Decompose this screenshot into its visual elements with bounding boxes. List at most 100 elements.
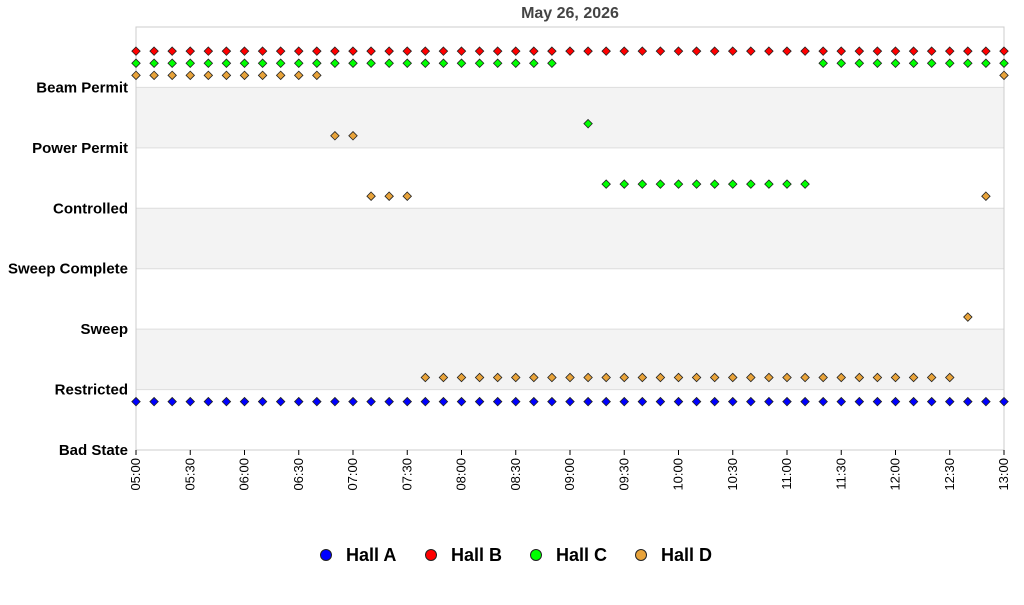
data-point-hall-b — [601, 46, 611, 56]
data-point-hall-b — [583, 46, 593, 56]
data-point-hall-c — [872, 58, 883, 69]
data-point-hall-d — [908, 372, 919, 383]
data-point-hall-d — [474, 372, 485, 383]
data-point-hall-b — [348, 46, 358, 56]
data-point-hall-d — [944, 372, 955, 383]
data-point-hall-c — [963, 58, 973, 69]
data-point-hall-b — [438, 46, 449, 56]
data-point-hall-a — [782, 396, 792, 407]
legend: Hall A Hall B Hall C Hall D — [320, 545, 712, 565]
data-point-hall-d — [438, 372, 449, 383]
data-point-hall-b — [366, 46, 376, 56]
data-point-hall-c — [890, 58, 901, 69]
data-point-hall-b — [908, 46, 919, 56]
data-point-hall-a — [981, 396, 991, 407]
data-point-hall-d — [565, 372, 575, 383]
data-point-hall-c — [926, 58, 937, 69]
row-band-beam-permit — [136, 27, 1004, 88]
row-band-sweep-complete — [136, 208, 1004, 269]
data-point-hall-b — [963, 46, 973, 56]
x-tick-label: 09:30 — [616, 458, 631, 491]
legend-marker-hall-b — [425, 549, 437, 561]
data-point-hall-c — [149, 58, 159, 69]
data-point-hall-d — [492, 372, 503, 383]
x-tick-label: 08:30 — [508, 458, 523, 491]
data-point-hall-c — [203, 58, 214, 69]
x-tick-label: 11:30 — [833, 458, 848, 490]
data-point-hall-d — [456, 372, 467, 383]
data-point-hall-d — [818, 372, 828, 383]
data-point-hall-c — [836, 58, 847, 69]
data-point-hall-a — [239, 396, 250, 407]
data-point-hall-b — [221, 46, 232, 56]
x-tick-label: 10:30 — [725, 458, 740, 491]
x-tick-label: 06:00 — [237, 458, 252, 491]
data-point-hall-a — [348, 396, 358, 407]
data-point-hall-d — [619, 372, 630, 383]
data-point-hall-d — [293, 70, 304, 81]
data-point-hall-a — [601, 396, 611, 407]
data-point-hall-c — [420, 58, 431, 69]
data-point-hall-a — [529, 396, 539, 407]
data-point-hall-b — [293, 46, 304, 56]
data-point-hall-c — [727, 179, 738, 189]
data-point-hall-d — [890, 372, 901, 383]
data-point-hall-a — [655, 396, 666, 407]
data-point-hall-b — [384, 46, 394, 56]
y-label-power-permit: Power Permit — [32, 140, 128, 157]
row-band-power-permit — [136, 87, 1004, 148]
data-point-hall-d — [312, 70, 322, 81]
data-point-hall-c — [275, 58, 286, 69]
data-point-hall-a — [402, 396, 413, 407]
data-point-hall-b — [131, 46, 141, 56]
data-point-hall-b — [275, 46, 286, 56]
data-point-hall-a — [257, 396, 268, 407]
data-point-hall-d — [655, 372, 666, 383]
data-point-hall-a — [185, 396, 196, 407]
data-point-hall-a — [167, 396, 177, 407]
data-point-hall-d — [673, 372, 684, 383]
data-point-hall-a — [366, 396, 376, 407]
data-point-hall-a — [709, 396, 720, 407]
data-point-hall-d — [257, 70, 268, 81]
data-point-hall-a — [456, 396, 467, 407]
data-point-hall-b — [456, 46, 467, 56]
data-point-hall-c — [944, 58, 955, 69]
data-point-hall-a — [149, 396, 159, 407]
y-axis-labels: Bad State Restricted Sweep Sweep Complete Co… — [8, 79, 128, 459]
data-point-hall-d — [529, 372, 539, 383]
y-label-controlled: Controlled — [53, 200, 128, 217]
data-point-hall-c — [456, 58, 467, 69]
data-point-hall-b — [239, 46, 250, 56]
data-point-hall-b — [420, 46, 431, 56]
data-point-hall-c — [981, 58, 991, 69]
data-point-hall-c — [257, 58, 268, 69]
data-point-hall-a — [438, 396, 449, 407]
x-axis-ticks: 05:00 05:30 06:00 06:30 07:00 07:30 08:00 08:30… — [128, 450, 1011, 491]
data-point-hall-d — [149, 70, 159, 81]
data-point-hall-d — [167, 70, 177, 81]
data-point-hall-d — [637, 372, 648, 383]
data-point-hall-d — [782, 372, 792, 383]
chart-title: May 26, 2026 — [521, 5, 619, 22]
data-point-hall-d — [836, 372, 847, 383]
data-point-hall-a — [510, 396, 521, 407]
data-point-hall-b — [746, 46, 756, 56]
y-label-restricted: Restricted — [55, 382, 128, 399]
legend-label-hall-d: Hall D — [661, 545, 712, 565]
data-point-hall-d — [330, 131, 340, 141]
data-point-hall-d — [402, 191, 413, 201]
data-point-hall-d — [981, 191, 991, 201]
data-point-hall-b — [926, 46, 937, 56]
x-tick-label: 09:00 — [562, 458, 577, 491]
data-point-hall-c — [637, 179, 648, 189]
data-point-hall-d — [800, 372, 810, 383]
data-point-hall-c — [402, 58, 413, 69]
data-point-hall-c — [221, 58, 232, 69]
data-point-hall-c — [800, 179, 810, 189]
data-point-hall-b — [890, 46, 901, 56]
data-point-hall-a — [420, 396, 431, 407]
data-point-hall-b — [673, 46, 684, 56]
data-point-hall-b — [655, 46, 666, 56]
data-point-hall-d — [963, 312, 973, 322]
